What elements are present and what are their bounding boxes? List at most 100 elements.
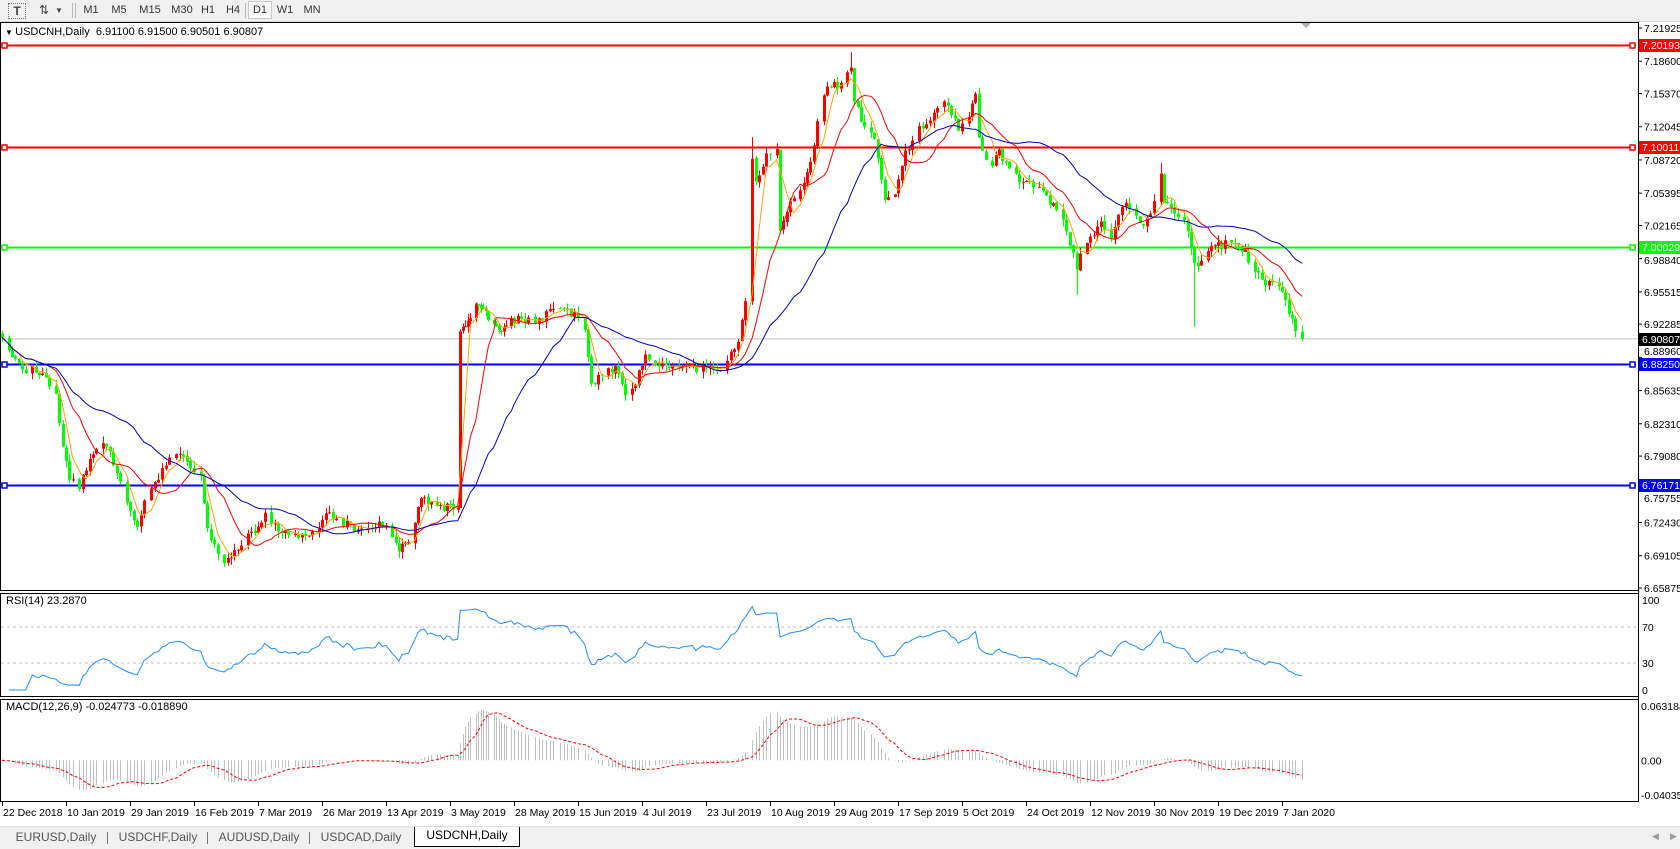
- candle-body: [597, 375, 600, 385]
- date-axis[interactable]: 22 Dec 2018 10 Jan 2019 29 Jan 2019 16 Feb …: [2, 802, 1336, 819]
- timeframe-d1-button[interactable]: D1: [248, 1, 272, 19]
- candle-body: [446, 503, 449, 511]
- rsi-label: RSI(14) 23.2870: [6, 595, 87, 607]
- timeframe-m15-button[interactable]: M15: [139, 4, 161, 16]
- candle-body: [936, 107, 939, 113]
- candle-body: [325, 513, 328, 520]
- level-handle-left[interactable]: [1, 361, 8, 368]
- candle-body: [1142, 223, 1145, 226]
- candle-body: [786, 212, 789, 222]
- price-axis[interactable]: 7.21925 7.18600 7.15370 7.12045 7.08720 7.053…: [1638, 22, 1680, 802]
- timeframe-h1-button[interactable]: H1: [200, 4, 216, 16]
- candle-body: [1257, 270, 1260, 273]
- level-handle-right[interactable]: [1629, 244, 1636, 251]
- candle-body: [318, 527, 321, 532]
- candle-body: [18, 359, 21, 364]
- candle-body: [328, 512, 331, 514]
- candle-body: [1100, 221, 1103, 227]
- macd-pane: [0, 699, 1639, 802]
- level-handle-right[interactable]: [1629, 361, 1636, 368]
- scroll-left-icon[interactable]: ◀: [1652, 831, 1659, 841]
- candle-body: [1294, 318, 1297, 332]
- timeframe-h4-button[interactable]: H4: [225, 4, 241, 16]
- candle-body: [45, 373, 48, 378]
- candle-body: [806, 172, 809, 184]
- level-handle-right[interactable]: [1629, 42, 1636, 49]
- level-handle-left[interactable]: [1, 42, 8, 49]
- tab-usdchf[interactable]: USDCHF,Daily: [118, 830, 198, 844]
- candle-body: [901, 165, 904, 181]
- candle-body: [538, 318, 541, 324]
- macd-scale-label: 0.063184: [1641, 701, 1680, 713]
- candle-body: [1028, 181, 1031, 183]
- candle-body: [658, 364, 661, 367]
- candle-body: [223, 554, 226, 564]
- candle-body: [1052, 203, 1055, 206]
- candle-body: [1018, 174, 1021, 183]
- candle-body: [284, 531, 287, 534]
- text-label-icon[interactable]: T: [8, 3, 26, 19]
- candle-body: [1166, 201, 1169, 204]
- candle-body: [55, 386, 58, 394]
- candle-body: [1187, 219, 1190, 232]
- level-price-tag: [1639, 39, 1680, 52]
- toolbar-separator: [75, 3, 76, 18]
- candle-body: [779, 149, 782, 231]
- candle-body: [925, 124, 928, 129]
- level-handle-left[interactable]: [1, 144, 8, 151]
- collapse-triangle-icon[interactable]: ▼: [5, 28, 16, 37]
- horizontal-levels[interactable]: [1, 42, 1638, 489]
- candle-body: [1045, 191, 1048, 196]
- candle-body: [1, 333, 4, 338]
- level-handle-right[interactable]: [1629, 144, 1636, 151]
- level-handle-left[interactable]: [1, 244, 8, 251]
- timeframe-m5-button[interactable]: M5: [111, 4, 127, 16]
- candle-body: [213, 539, 216, 545]
- candle-body: [594, 382, 597, 384]
- timeframe-m1-button[interactable]: M1: [83, 4, 99, 16]
- candle-body: [897, 179, 900, 194]
- candle-body: [826, 86, 829, 96]
- candle-body: [161, 468, 164, 480]
- candle-body: [1244, 249, 1247, 252]
- macd-label: MACD(12,26,9) -0.024773 -0.018890: [6, 701, 188, 713]
- candle-body: [25, 369, 28, 374]
- candle-body: [189, 460, 192, 469]
- candle-body: [469, 318, 472, 321]
- candle-body: [68, 461, 71, 480]
- candle-body: [1089, 236, 1092, 243]
- candle-body: [65, 447, 68, 462]
- tab-audusd[interactable]: AUDUSD,Daily: [218, 830, 300, 844]
- chart-shift-marker[interactable]: [1301, 23, 1311, 28]
- candle-body: [82, 474, 85, 489]
- candle-body: [510, 318, 513, 327]
- candle-body: [541, 318, 544, 321]
- candle-body: [200, 471, 203, 476]
- level-handle-right[interactable]: [1629, 482, 1636, 489]
- candle-body: [702, 365, 705, 372]
- candle-body: [1220, 242, 1223, 250]
- candle-body: [1207, 251, 1210, 261]
- candle-body: [277, 523, 280, 532]
- tab-usdcad[interactable]: USDCAD,Daily: [320, 830, 402, 844]
- current-price-label: 6.90807: [1642, 334, 1680, 346]
- candle-body: [150, 488, 153, 501]
- main-price-pane[interactable]: [0, 22, 1639, 591]
- chevron-down-icon[interactable]: ▼: [55, 5, 63, 15]
- candle-body: [116, 465, 119, 473]
- moving-average-5-line: [1, 77, 1303, 558]
- tab-usdcnh[interactable]: USDCNH,Daily: [414, 827, 520, 847]
- scroll-right-icon[interactable]: ▶: [1670, 831, 1677, 841]
- candle-body: [186, 455, 189, 462]
- timeframe-w1-button[interactable]: W1: [276, 4, 294, 16]
- level-handle-left[interactable]: [1, 482, 8, 489]
- arrows-icon[interactable]: ⇅: [38, 3, 50, 17]
- candle-body: [621, 372, 624, 385]
- candle-body: [1103, 221, 1106, 230]
- candle-body: [430, 501, 433, 505]
- timeframe-m30-button[interactable]: M30: [171, 4, 193, 16]
- candle-body: [287, 530, 290, 535]
- timeframe-mn-button[interactable]: MN: [303, 4, 321, 16]
- tab-eurusd[interactable]: EURUSD,Daily: [15, 830, 97, 844]
